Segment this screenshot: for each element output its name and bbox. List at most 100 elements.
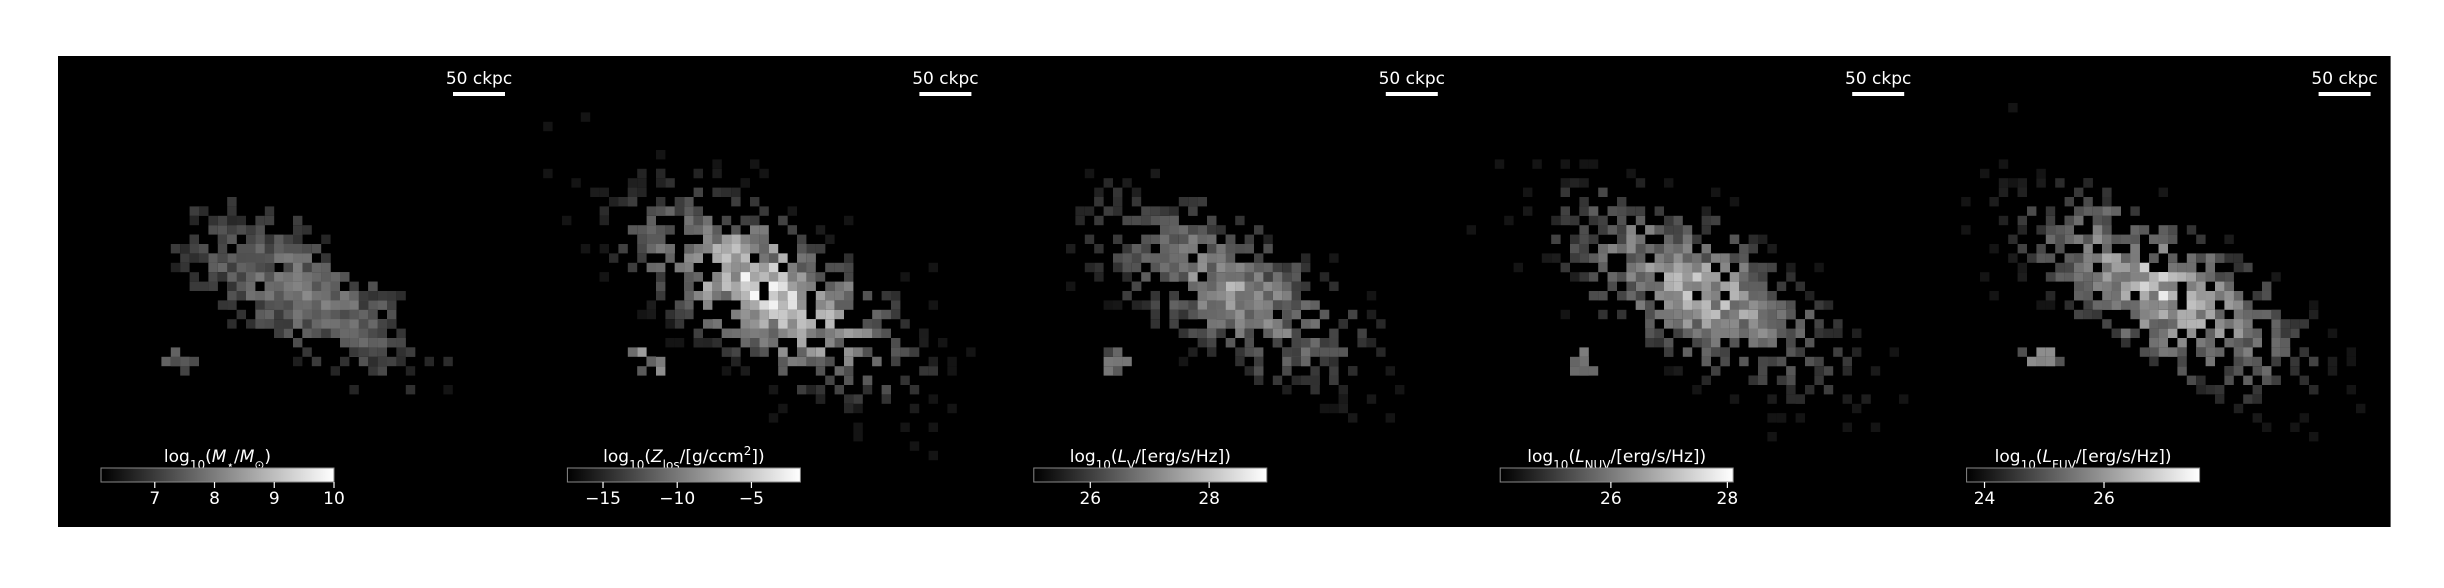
pixel bbox=[2243, 356, 2253, 367]
pixel bbox=[815, 291, 826, 301]
pixel bbox=[2168, 319, 2178, 329]
pixel bbox=[900, 319, 910, 329]
pixel bbox=[1160, 206, 1170, 216]
pixel bbox=[1103, 366, 1113, 376]
pixel bbox=[844, 347, 854, 357]
pixel bbox=[1805, 338, 1815, 348]
pixel bbox=[1748, 309, 1758, 320]
pixel bbox=[1178, 225, 1189, 235]
pixel bbox=[1244, 262, 1254, 273]
pixel bbox=[768, 253, 779, 263]
pixel bbox=[1494, 159, 1505, 169]
pixel bbox=[1814, 262, 1824, 273]
pixel bbox=[2092, 272, 2103, 282]
pixel bbox=[1739, 244, 1749, 254]
pixel bbox=[2280, 347, 2291, 357]
pixel bbox=[2064, 262, 2074, 273]
pixel bbox=[180, 262, 190, 273]
pixel bbox=[1122, 253, 1132, 263]
pixel bbox=[1852, 403, 1862, 414]
pixel bbox=[806, 244, 816, 254]
pixel bbox=[311, 272, 322, 282]
pixel bbox=[1692, 309, 1702, 320]
pixel bbox=[1207, 234, 1217, 244]
pixel bbox=[1319, 347, 1330, 357]
pixel bbox=[2290, 366, 2300, 376]
pixel bbox=[1244, 300, 1254, 310]
pixel bbox=[1767, 262, 1777, 273]
pixel bbox=[2083, 291, 2093, 301]
pixel bbox=[1598, 244, 1608, 254]
pixel bbox=[1551, 215, 1561, 226]
pixel bbox=[368, 366, 378, 376]
pixel bbox=[731, 281, 741, 291]
pixel bbox=[1197, 253, 1207, 263]
pixel bbox=[1216, 291, 1226, 301]
pixel bbox=[236, 253, 246, 263]
pixel bbox=[1980, 272, 1990, 282]
pixel bbox=[1673, 366, 1683, 376]
pixel bbox=[1150, 168, 1160, 179]
pixel bbox=[2262, 375, 2272, 385]
pixel bbox=[1729, 338, 1740, 348]
pixel bbox=[1805, 385, 1815, 395]
pixel bbox=[1664, 225, 1674, 235]
pixel bbox=[274, 291, 284, 301]
colorbar bbox=[1033, 467, 1268, 483]
pixel bbox=[311, 309, 322, 320]
pixel bbox=[1207, 244, 1217, 254]
pixel bbox=[293, 319, 303, 329]
pixel bbox=[1664, 178, 1674, 188]
pixel bbox=[424, 356, 434, 367]
pixel bbox=[227, 206, 237, 216]
pixel bbox=[656, 366, 666, 376]
pixel bbox=[928, 422, 938, 432]
pixel bbox=[311, 328, 322, 338]
pixel bbox=[377, 328, 387, 338]
pixel bbox=[255, 300, 265, 310]
pixel bbox=[246, 291, 256, 301]
pixel bbox=[674, 206, 685, 216]
pixel bbox=[2064, 197, 2074, 207]
pixel bbox=[778, 347, 788, 357]
pixel bbox=[1291, 328, 1301, 338]
pixel bbox=[1169, 234, 1179, 244]
pixel bbox=[1169, 309, 1179, 320]
pixel bbox=[2233, 300, 2244, 310]
pixel bbox=[1664, 215, 1674, 226]
pixel bbox=[1729, 394, 1740, 404]
pixel bbox=[2064, 300, 2074, 310]
pixel bbox=[2205, 309, 2215, 320]
pixel bbox=[703, 281, 713, 291]
pixel bbox=[646, 234, 656, 244]
pixel bbox=[2233, 356, 2244, 367]
pixel bbox=[2309, 432, 2319, 442]
colorbar bbox=[1499, 467, 1734, 483]
pixel bbox=[377, 366, 387, 376]
pixel bbox=[330, 309, 340, 320]
pixel bbox=[1188, 244, 1198, 254]
pixel bbox=[1244, 244, 1254, 254]
pixel bbox=[731, 244, 741, 254]
pixel bbox=[2149, 328, 2159, 338]
pixel bbox=[1178, 272, 1189, 282]
pixel bbox=[1103, 347, 1113, 357]
pixel bbox=[255, 253, 265, 263]
pixel bbox=[1729, 253, 1740, 263]
pixel bbox=[684, 281, 694, 291]
pixel bbox=[834, 262, 844, 273]
pixel bbox=[900, 422, 910, 432]
pixel bbox=[1823, 366, 1834, 376]
pixel bbox=[1654, 244, 1664, 254]
pixel bbox=[2139, 347, 2150, 357]
pixel bbox=[1607, 281, 1617, 291]
pixel bbox=[1160, 272, 1170, 282]
pixel bbox=[740, 262, 750, 273]
pixel bbox=[853, 403, 863, 414]
pixel bbox=[2149, 356, 2159, 367]
pixel bbox=[2083, 281, 2093, 291]
pixel bbox=[1579, 206, 1589, 216]
pixel bbox=[1329, 338, 1339, 348]
pixel bbox=[2186, 225, 2197, 235]
pixel bbox=[1711, 187, 1721, 197]
